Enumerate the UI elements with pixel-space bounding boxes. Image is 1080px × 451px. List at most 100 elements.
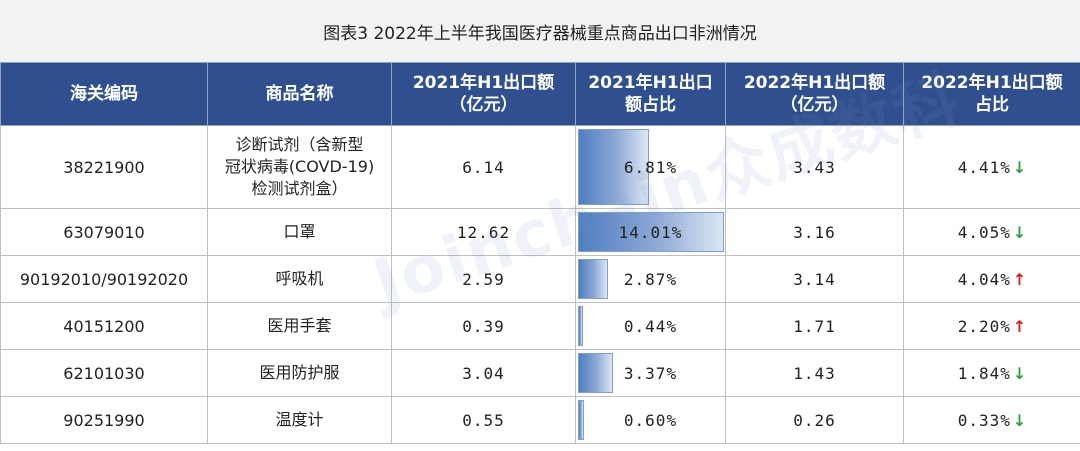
share-2021-cell: 3.37% xyxy=(575,349,726,397)
share-2021-cell: 2.87% xyxy=(575,255,726,303)
share-data-bar xyxy=(578,306,583,346)
product-name: 冠状病毒(COVD-19) xyxy=(224,157,375,176)
column-header-text: （亿元） xyxy=(449,95,518,115)
value-2022-cell: 0.26 xyxy=(725,396,904,444)
customs-code: 40151200 xyxy=(63,316,145,336)
export-share-2021: 0.60% xyxy=(623,410,678,430)
table-row: 90192010/90192020 呼吸机 2.59 2.87% 3.14 4.04% ↑ xyxy=(0,255,1080,303)
product-name: 温度计 xyxy=(275,410,324,429)
code-cell: 62101030 xyxy=(0,349,208,397)
export-value-2022: 1.43 xyxy=(793,363,836,383)
arrow-down-icon: ↓ xyxy=(1012,410,1027,430)
share-data-bar xyxy=(578,400,585,440)
column-header-text: 海关编码 xyxy=(70,84,138,104)
export-share-2022: 4.05% xyxy=(957,222,1011,242)
customs-code: 90192010/90192020 xyxy=(19,269,189,289)
table-title-text: 图表3 2022年上半年我国医疗器械重点商品出口非洲情况 xyxy=(323,23,757,44)
code-cell: 63079010 xyxy=(0,208,208,256)
export-value-2021: 0.39 xyxy=(462,316,505,336)
table-row: 90251990 温度计 0.55 0.60% 0.26 0.33% ↓ xyxy=(0,396,1080,444)
value-2022-cell: 3.16 xyxy=(725,208,904,256)
column-header-text: 商品名称 xyxy=(265,84,334,104)
product-name: 呼吸机 xyxy=(275,269,324,288)
export-value-2022: 3.14 xyxy=(793,269,836,289)
name-cell: 呼吸机 xyxy=(207,255,392,303)
export-value-2022: 0.26 xyxy=(793,410,836,430)
value-2021-cell: 3.04 xyxy=(391,349,576,397)
table-title: 图表3 2022年上半年我国医疗器械重点商品出口非洲情况 xyxy=(0,0,1080,62)
export-share-2022: 2.20% xyxy=(957,316,1011,336)
column-header-text: 2022年H1出口额 xyxy=(743,73,886,93)
table-row: 62101030 医用防护服 3.04 3.37% 1.43 1.84% ↓ xyxy=(0,349,1080,397)
arrow-down-icon: ↓ xyxy=(1012,363,1027,383)
column-header-text: 2021年H1出口额 xyxy=(412,73,555,93)
column-header-text: 2022年H1出口额 xyxy=(921,73,1063,93)
column-header: 海关编码 xyxy=(0,62,208,126)
share-2022-cell: 2.20% ↑ xyxy=(903,302,1080,350)
column-header: 2021年H1出口 额占比 xyxy=(575,62,726,126)
value-2022-cell: 3.43 xyxy=(725,125,904,209)
column-header-text: 额占比 xyxy=(625,95,676,115)
export-value-2022: 3.43 xyxy=(793,157,836,177)
product-name: 医用防护服 xyxy=(259,363,340,382)
export-value-2022: 3.16 xyxy=(793,222,836,242)
arrow-up-icon: ↑ xyxy=(1012,316,1027,336)
share-data-bar xyxy=(578,259,608,299)
product-name: 口罩 xyxy=(283,222,316,241)
product-name: 诊断试剂（含新型 xyxy=(235,135,364,154)
name-cell: 诊断试剂（含新型 冠状病毒(COVD-19) 检测试剂盒） xyxy=(207,125,392,209)
share-2021-cell: 6.81% xyxy=(575,125,726,209)
share-2021-cell: 14.01% xyxy=(575,208,726,256)
value-2021-cell: 6.14 xyxy=(391,125,576,209)
share-data-bar xyxy=(578,212,724,252)
arrow-down-icon: ↓ xyxy=(1012,157,1027,177)
export-share-2021: 14.01% xyxy=(618,222,683,242)
export-value-2021: 12.62 xyxy=(456,222,511,242)
customs-code: 62101030 xyxy=(63,363,145,383)
export-share-2022: 4.04% xyxy=(957,269,1011,289)
value-2021-cell: 0.39 xyxy=(391,302,576,350)
export-value-2021: 3.04 xyxy=(462,363,505,383)
customs-code: 38221900 xyxy=(63,157,145,177)
code-cell: 90251990 xyxy=(0,396,208,444)
export-share-2022: 1.84% xyxy=(957,363,1011,383)
share-2021-cell: 0.44% xyxy=(575,302,726,350)
share-2022-cell: 4.41% ↓ xyxy=(903,125,1080,209)
export-share-2021: 6.81% xyxy=(623,157,678,177)
column-header: 2022年H1出口额 （亿元） xyxy=(725,62,904,126)
export-value-2021: 2.59 xyxy=(462,269,505,289)
column-header-text: 2021年H1出口 xyxy=(588,73,713,93)
name-cell: 医用手套 xyxy=(207,302,392,350)
share-2022-cell: 4.05% ↓ xyxy=(903,208,1080,256)
column-header-text: 占比 xyxy=(975,95,1009,115)
export-share-2021: 0.44% xyxy=(623,316,678,336)
code-cell: 38221900 xyxy=(0,125,208,209)
product-name: 医用手套 xyxy=(267,316,332,335)
product-name: 检测试剂盒） xyxy=(251,179,348,198)
name-cell: 温度计 xyxy=(207,396,392,444)
export-share-2021: 2.87% xyxy=(623,269,678,289)
table-row: 63079010 口罩 12.62 14.01% 3.16 4.05% ↓ xyxy=(0,208,1080,256)
column-header: 2022年H1出口额 占比 xyxy=(903,62,1080,126)
share-2022-cell: 0.33% ↓ xyxy=(903,396,1080,444)
share-2022-cell: 4.04% ↑ xyxy=(903,255,1080,303)
share-2022-cell: 1.84% ↓ xyxy=(903,349,1080,397)
header-row: 海关编码 商品名称 2021年H1出口额 （亿元） 2021年H1出口 额占比 2022年H… xyxy=(0,62,1080,126)
name-cell: 口罩 xyxy=(207,208,392,256)
share-2021-cell: 0.60% xyxy=(575,396,726,444)
arrow-up-icon: ↑ xyxy=(1012,269,1027,289)
arrow-down-icon: ↓ xyxy=(1012,222,1027,242)
value-2022-cell: 1.43 xyxy=(725,349,904,397)
customs-code: 90251990 xyxy=(63,410,145,430)
code-cell: 90192010/90192020 xyxy=(0,255,208,303)
value-2021-cell: 0.55 xyxy=(391,396,576,444)
export-share-2022: 0.33% xyxy=(957,410,1011,430)
export-share-2021: 3.37% xyxy=(623,363,678,383)
code-cell: 40151200 xyxy=(0,302,208,350)
value-2021-cell: 12.62 xyxy=(391,208,576,256)
share-data-bar xyxy=(578,129,649,205)
name-cell: 医用防护服 xyxy=(207,349,392,397)
export-table: 海关编码 商品名称 2021年H1出口额 （亿元） 2021年H1出口 额占比 2022年H… xyxy=(0,62,1080,444)
table-body: 38221900 诊断试剂（含新型 冠状病毒(COVD-19) 检测试剂盒） 6.14 6… xyxy=(0,125,1080,444)
customs-code: 63079010 xyxy=(63,222,145,242)
